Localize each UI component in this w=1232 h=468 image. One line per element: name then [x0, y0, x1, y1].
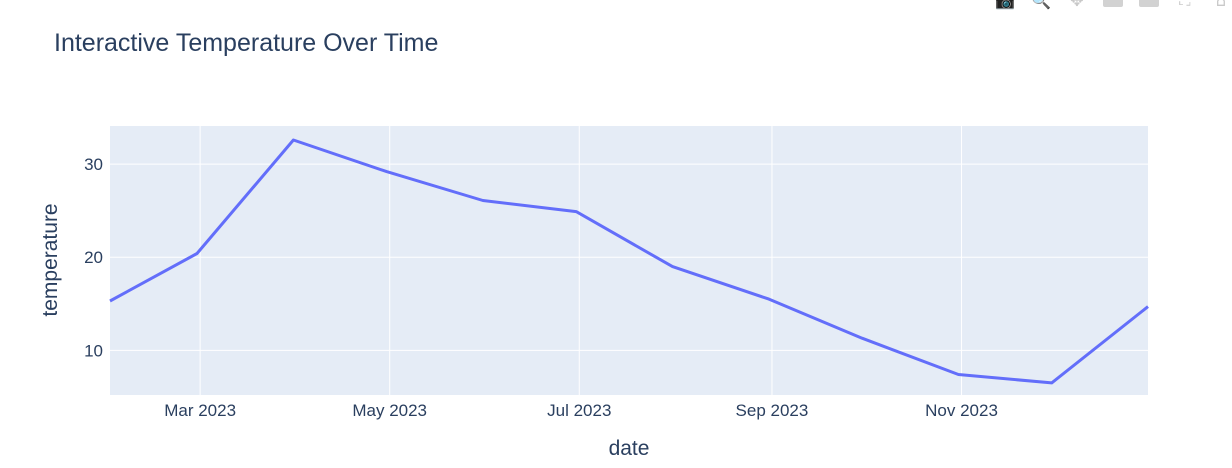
y-tick-label: 20	[84, 248, 103, 267]
plot-area[interactable]	[110, 126, 1148, 395]
x-tick-label: Sep 2023	[736, 401, 809, 420]
reset-axes-icon[interactable]: ⌂	[1215, 0, 1227, 10]
x-tick-label: May 2023	[352, 401, 427, 420]
x-tick-label: Jul 2023	[547, 401, 611, 420]
data-point[interactable]	[668, 262, 678, 272]
y-axis-title: temperature	[39, 203, 62, 316]
data-point[interactable]	[953, 370, 963, 380]
x-tick-label: Nov 2023	[925, 401, 998, 420]
x-axis-title: date	[609, 437, 650, 460]
data-point[interactable]	[382, 167, 392, 177]
data-point[interactable]	[764, 294, 774, 304]
y-tick-label: 30	[84, 155, 103, 174]
data-point[interactable]	[571, 207, 581, 217]
zoom-out-icon[interactable]	[1138, 0, 1160, 9]
y-tick-label: 10	[84, 341, 103, 360]
data-point[interactable]	[105, 296, 115, 306]
modebar: 📷 🔍 ✥ ⛶ ⌂	[994, 0, 1232, 10]
series-layer	[105, 135, 1153, 388]
y-axis-ticks: 10 20 30	[84, 155, 103, 360]
pan-icon[interactable]: ✥	[1070, 0, 1084, 10]
zoom-in-icon-shape	[1103, 0, 1123, 7]
data-point[interactable]	[1143, 302, 1153, 312]
data-point[interactable]	[857, 333, 867, 343]
x-axis-ticks: Mar 2023 May 2023 Jul 2023 Sep 2023 Nov 2023	[164, 401, 998, 420]
camera-icon[interactable]: 📷	[995, 0, 1015, 10]
autoscale-icon[interactable]: ⛶	[1174, 0, 1196, 9]
grid-lines	[110, 126, 1148, 395]
x-tick-label: Mar 2023	[164, 401, 236, 420]
data-point[interactable]	[288, 135, 298, 145]
zoom-out-icon-shape	[1139, 0, 1159, 7]
data-point[interactable]	[192, 249, 202, 259]
zoom-in-icon[interactable]	[1102, 0, 1124, 9]
data-point[interactable]	[1047, 378, 1057, 388]
chart-title: Interactive Temperature Over Time	[54, 29, 438, 57]
zoom-icon[interactable]: 🔍	[1031, 0, 1051, 10]
series-line[interactable]	[109, 138, 1149, 385]
data-point[interactable]	[478, 195, 488, 205]
